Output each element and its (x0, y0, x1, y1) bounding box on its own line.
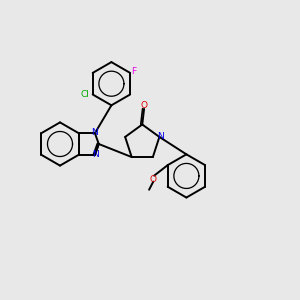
Text: N: N (157, 132, 164, 141)
Text: Cl: Cl (80, 90, 89, 99)
Text: O: O (150, 175, 157, 184)
Text: N: N (92, 128, 98, 137)
Text: O: O (141, 100, 148, 109)
Text: N: N (92, 150, 99, 159)
Text: F: F (131, 67, 136, 76)
